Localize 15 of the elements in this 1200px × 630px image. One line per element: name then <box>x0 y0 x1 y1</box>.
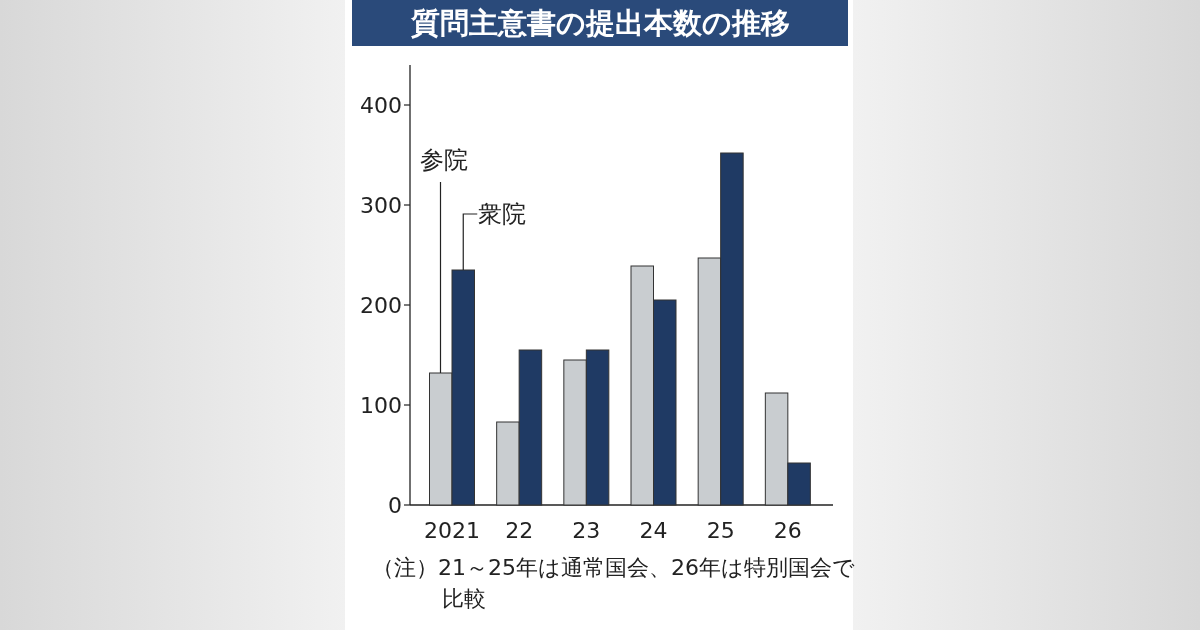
chart-title: 質問主意書の提出本数の推移 <box>352 0 848 46</box>
x-tick-label: 26 <box>773 518 802 543</box>
text: （注）21～25年は通常国会、26年は特別国会で比較 <box>372 554 856 613</box>
text: 参院 <box>419 146 468 174</box>
y-tick-label: 300 <box>360 193 402 218</box>
x-tick-label: 25 <box>706 518 735 543</box>
x-tick-label: 24 <box>639 518 668 543</box>
series-label: 衆院 <box>478 200 527 228</box>
y-tick-label: 200 <box>360 293 402 318</box>
y-tick-label: 100 <box>360 393 402 418</box>
y-tick-label: 400 <box>360 93 402 118</box>
y-tick-label: 0 <box>388 493 402 518</box>
x-tick-label: 22 <box>505 518 534 543</box>
x-tick-label: 23 <box>572 518 601 543</box>
x-tick-label: 2021 <box>424 518 480 543</box>
